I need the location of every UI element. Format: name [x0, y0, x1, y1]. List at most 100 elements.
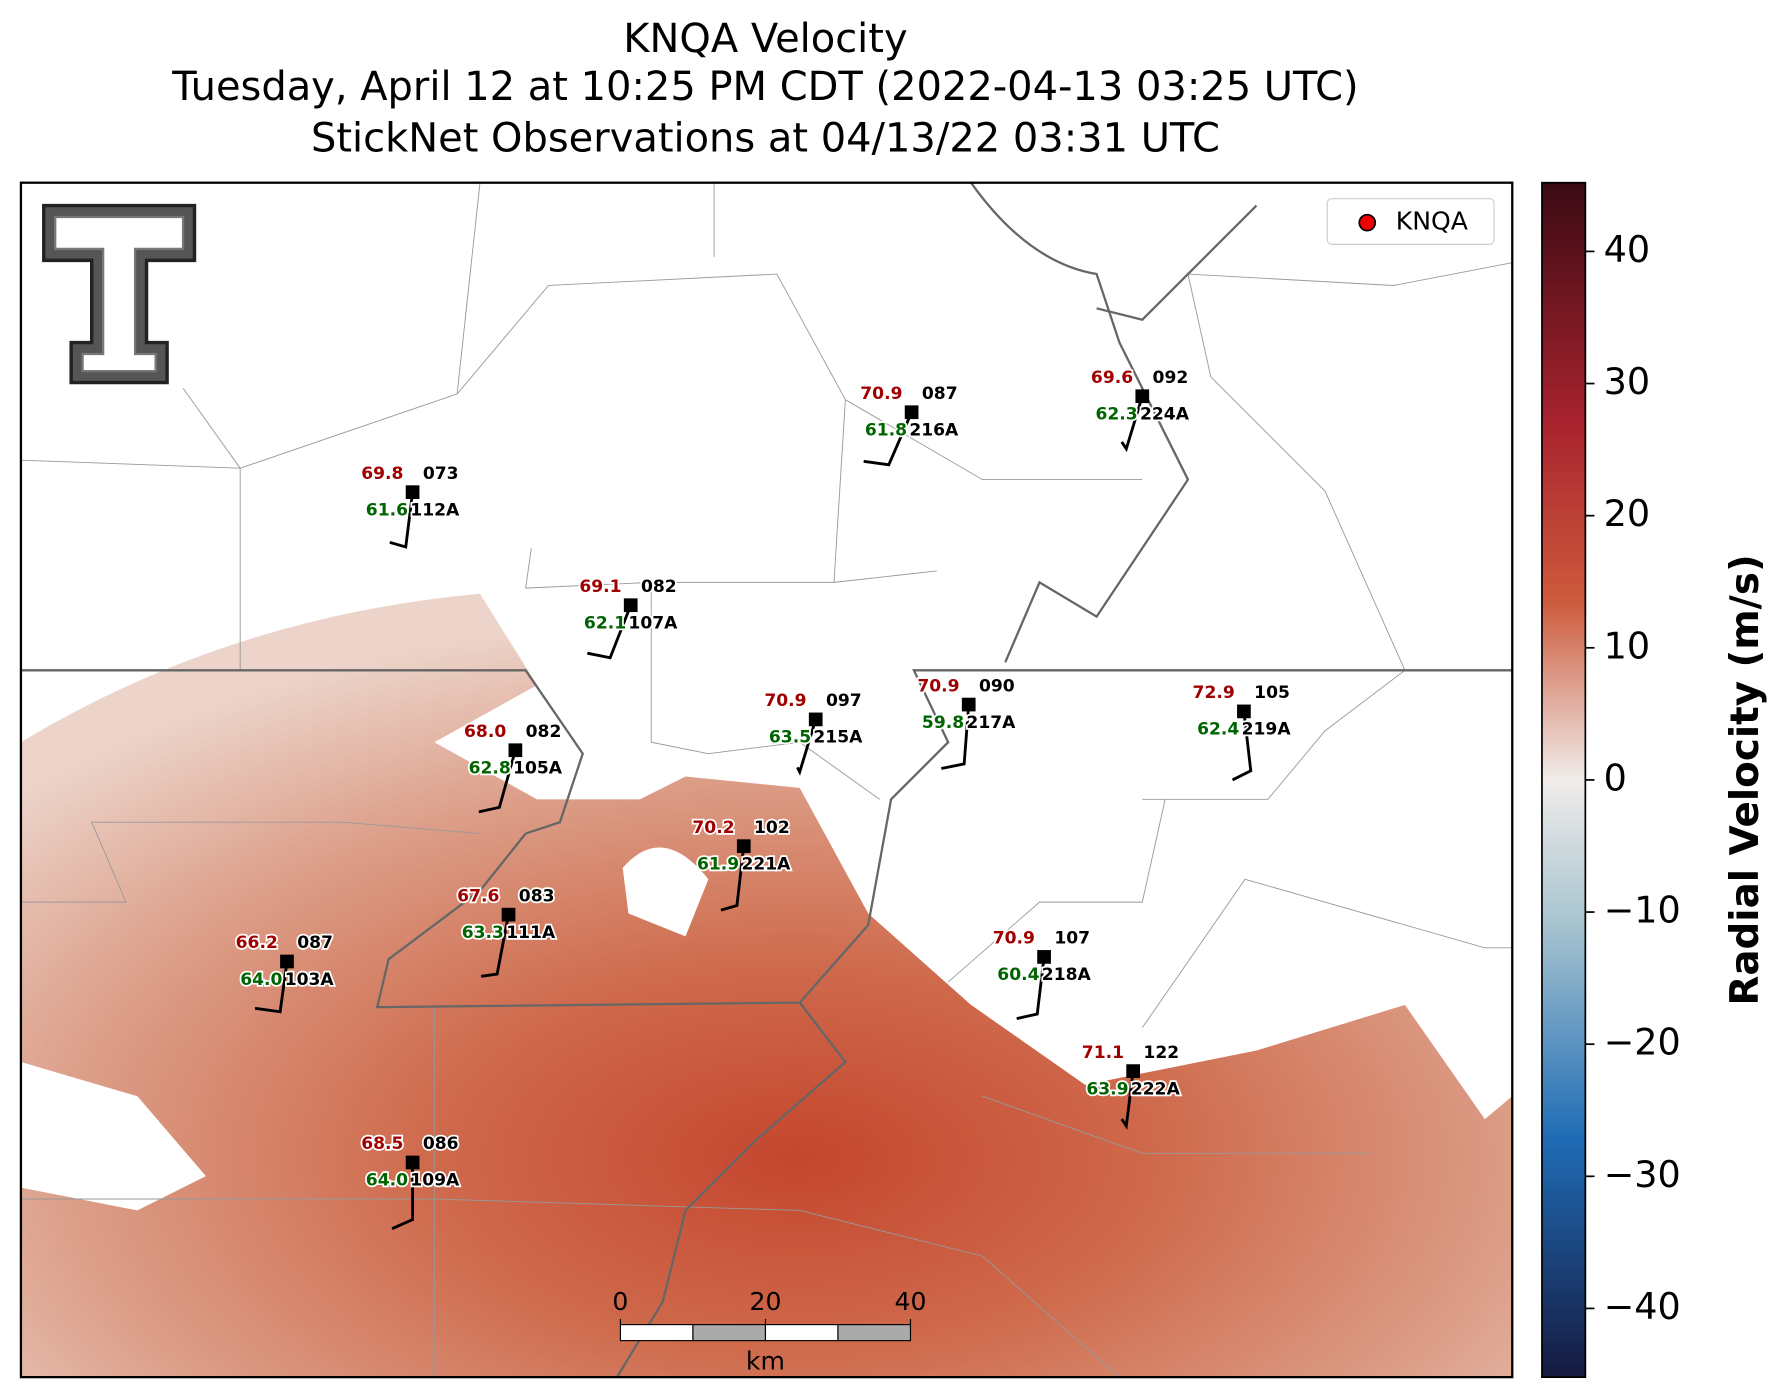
title: KNQA Velocity — [623, 16, 907, 62]
dewpoint: 62.8 — [469, 759, 511, 779]
dewpoint: 62.1 — [584, 613, 626, 633]
wind-barb — [1231, 711, 1253, 782]
station-marker — [405, 485, 420, 500]
station: 68.0 082 62.8 105A — [462, 720, 565, 814]
station-code: 107 — [1054, 929, 1090, 949]
station-code: 122 — [1143, 1043, 1179, 1063]
colorbar-tick-label: 10 — [1604, 624, 1651, 667]
dewpoint: 61.9 — [697, 854, 739, 874]
station-marker — [405, 1155, 420, 1170]
colorbar-tick-label: −20 — [1604, 1021, 1681, 1064]
temperature: 70.2 — [692, 818, 734, 838]
station-marker — [1135, 389, 1150, 404]
scale-tick-label: 20 — [749, 1287, 781, 1316]
dewpoint: 62.4 — [1197, 720, 1239, 740]
dewpoint: 63.9 — [1086, 1079, 1128, 1099]
legend-label: KNQA — [1396, 207, 1468, 236]
station-marker — [1237, 704, 1251, 719]
station: 72.9 105 62.4 219A — [1191, 681, 1293, 782]
wind-barb — [1120, 1070, 1135, 1130]
station-code: 097 — [826, 691, 862, 711]
station-id: 112A — [410, 500, 460, 520]
station-marker — [904, 405, 919, 420]
dewpoint: 64.0 — [366, 1171, 408, 1191]
station: 70.9 097 63.5 215A — [763, 689, 865, 776]
station-marker — [808, 712, 823, 727]
station: 70.9 087 61.8 216A — [859, 382, 961, 467]
radar-echo — [20, 593, 1513, 1378]
station-id: 219A — [1242, 720, 1292, 740]
station-plots: 69.8 073 61.6 112A 69.1 082 62.1 107A 70.9 087 61.… — [234, 366, 1293, 1231]
legend: KNQA — [1326, 198, 1495, 245]
station-marker — [1037, 950, 1051, 964]
dewpoint: 60.4 — [997, 965, 1039, 985]
wind-barb — [1120, 395, 1144, 453]
station: 66.2 087 64.0 103A — [234, 932, 336, 1014]
subtitle: StickNet Observations at 04/13/22 03:31 … — [311, 115, 1220, 161]
dewpoint: 62.3 — [1096, 405, 1138, 425]
temperature: 69.6 — [1091, 368, 1133, 388]
station-code: 087 — [297, 933, 333, 953]
wind-barb — [720, 845, 746, 912]
station-marker — [501, 907, 516, 922]
station-code: 073 — [423, 464, 459, 484]
legend-box — [1326, 198, 1495, 245]
station-marker — [736, 839, 751, 854]
colorbar-tick-label: 0 — [1604, 756, 1627, 799]
wind-barb — [587, 604, 633, 660]
station-code: 083 — [519, 886, 555, 906]
station-id: 111A — [506, 923, 556, 943]
echo-gap — [20, 1061, 206, 1211]
wind-barb — [863, 411, 913, 467]
colorbar-ramp — [1541, 181, 1587, 1379]
colorbar-tick-label: −30 — [1604, 1153, 1681, 1196]
colorbar-label: Radial Velocity (m/s) — [1723, 554, 1768, 1005]
dewpoint: 63.3 — [462, 923, 504, 943]
station-code: 082 — [526, 722, 562, 742]
temperature: 70.9 — [860, 384, 902, 404]
scale-segment — [619, 1324, 694, 1342]
station: 69.1 082 62.1 107A — [578, 575, 680, 660]
colorbar-tick-label: 40 — [1604, 228, 1651, 271]
station-id: 218A — [1042, 965, 1092, 985]
station-code: 102 — [754, 818, 790, 838]
legend-marker — [1358, 213, 1377, 232]
temperature: 72.9 — [1193, 683, 1235, 703]
scale-segment — [764, 1324, 839, 1342]
station-id: 224A — [1140, 405, 1190, 425]
station: 70.2 102 61.9 221A — [691, 816, 793, 912]
station: 69.8 073 61.6 112A — [360, 462, 462, 549]
temperature: 70.9 — [993, 929, 1035, 949]
station-marker — [623, 598, 638, 613]
dewpoint: 61.8 — [865, 421, 907, 441]
station-id: 109A — [410, 1171, 460, 1191]
station-id: 215A — [813, 728, 863, 748]
temperature: 71.1 — [1082, 1043, 1124, 1063]
scale-bar: km 0 20 40 — [612, 1287, 926, 1375]
wind-barb — [391, 1162, 415, 1231]
scale-unit: km — [746, 1346, 785, 1375]
subtitle: Tuesday, April 12 at 10:25 PM CDT (2022-… — [171, 64, 1358, 110]
station: 68.5 086 64.0 109A — [360, 1132, 462, 1231]
temperature: 70.9 — [917, 676, 959, 696]
station-marker — [508, 743, 523, 758]
station-id: 222A — [1131, 1079, 1181, 1099]
map-frame — [19, 181, 1514, 1379]
station-id: 216A — [909, 421, 959, 441]
wind-barb — [1016, 956, 1046, 1020]
scale-tick-label: 0 — [612, 1287, 628, 1316]
station-code: 082 — [641, 577, 677, 597]
colorbar-tick-label: 20 — [1604, 492, 1651, 535]
scale-segment — [837, 1324, 912, 1342]
station: 67.6 083 63.3 111A — [455, 885, 558, 978]
temperature: 66.2 — [236, 933, 278, 953]
station-code: 090 — [979, 676, 1015, 696]
wind-barb — [796, 718, 818, 776]
station-id: 103A — [285, 970, 335, 990]
scale-segment — [692, 1324, 767, 1342]
wind-barb — [480, 914, 510, 978]
station: 70.9 107 60.4 218A — [991, 927, 1093, 1020]
station: 70.9 090 59.8 217A — [916, 675, 1018, 770]
temperature: 70.9 — [764, 691, 806, 711]
colorbar-tick-label: −10 — [1604, 889, 1681, 932]
